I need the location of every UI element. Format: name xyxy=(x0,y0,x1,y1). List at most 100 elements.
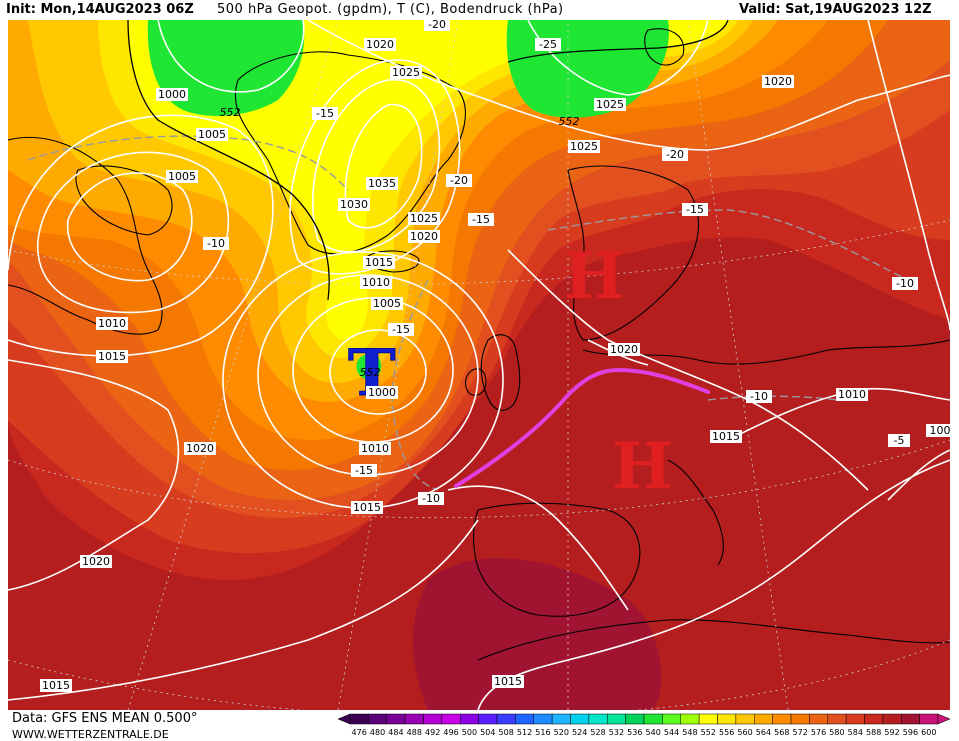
canada-coast xyxy=(8,136,163,335)
legend-tick-label: 500 xyxy=(462,728,477,737)
legend-color-swatch xyxy=(919,713,939,725)
isobar-label: 1005 xyxy=(373,297,401,310)
legend-arrow-right xyxy=(937,713,951,725)
legend-color-swatch xyxy=(717,713,737,725)
legend-color-swatch xyxy=(772,713,792,725)
legend-color-swatch xyxy=(882,713,902,725)
latitude-line xyxy=(8,219,950,285)
isobar-label: 1025 xyxy=(596,98,624,111)
legend-tick-label: 568 xyxy=(774,728,789,737)
legend-tick-label: 512 xyxy=(517,728,532,737)
geopotential-label: 552 xyxy=(220,106,241,119)
lat-lon-grid xyxy=(8,20,950,710)
legend-color-swatch xyxy=(662,713,681,725)
stationary-front xyxy=(454,367,710,488)
temperature-label: -15 xyxy=(686,203,704,216)
geopotential-labels: 552 552 552 xyxy=(220,106,580,379)
legend-color-swatch xyxy=(680,713,700,725)
isobar-low-1000 xyxy=(329,329,427,415)
latitude-line xyxy=(8,639,950,710)
temperature-label: -10 xyxy=(896,277,914,290)
temperature-label: -15 xyxy=(392,323,410,336)
isobar-label: 1015 xyxy=(98,350,126,363)
height-field-548-low xyxy=(356,354,382,380)
temperature-label: -20 xyxy=(666,148,684,161)
legend-color-swatch xyxy=(864,713,884,725)
isobar-label: 1020 xyxy=(410,230,438,243)
isobar-label: 1020 xyxy=(82,555,110,568)
high-pressure-marker-scandinavia: H xyxy=(564,239,624,314)
legend-color-swatch xyxy=(386,713,406,725)
legend-color-swatch xyxy=(845,713,865,725)
temperature-label: -5 xyxy=(894,434,905,447)
legend-tick-label: 564 xyxy=(756,728,771,737)
geopotential-contours xyxy=(127,20,729,301)
scandinavia-coast xyxy=(567,165,699,341)
legend-color-swatch xyxy=(533,713,553,725)
color-scale-legend: 476 480 484 488 492 496 500 504 508 512 516 520 524 5… xyxy=(337,713,951,737)
legend-color-swatch xyxy=(570,713,590,725)
legend-tick-label: 560 xyxy=(737,728,752,737)
legend-tick-label: 572 xyxy=(793,728,808,737)
isobar-label: 1020 xyxy=(366,38,394,51)
isobar-label: 1030 xyxy=(340,198,368,211)
isobar-label: 1015 xyxy=(712,430,740,443)
longitude-line xyxy=(687,20,789,710)
legend-tick-label: 508 xyxy=(499,728,514,737)
isobar-label: 1020 xyxy=(610,343,638,356)
legend-tick-label: 580 xyxy=(829,728,844,737)
legend-tick-label: 600 xyxy=(921,728,936,737)
temperature-labels: -20 -25 -15 -20 -20 -15 -10 -15 -15 -10 … xyxy=(203,20,918,505)
data-source: Data: GFS ENS MEAN 0.500° xyxy=(12,711,198,726)
isobar-greenland-high xyxy=(344,103,423,229)
temperature-label: -15 xyxy=(472,213,490,226)
temperature-label: -10 xyxy=(422,492,440,505)
legend-tick-label: 504 xyxy=(480,728,495,737)
legend-color-swatch xyxy=(588,713,608,725)
isobar-greenland-high xyxy=(312,79,441,253)
legend-color-swatch xyxy=(809,713,828,725)
legend-color-swatch xyxy=(625,713,645,725)
legend-color-swatch xyxy=(643,713,663,725)
svalbard-coast xyxy=(644,28,685,66)
legend-tick-label: 588 xyxy=(866,728,881,737)
latitude-line xyxy=(8,439,950,519)
isobar-label: 1020 xyxy=(764,75,792,88)
legend-tick-label: 596 xyxy=(903,728,918,737)
italy-coast xyxy=(667,459,724,566)
isobar-west-atlantic xyxy=(8,359,180,591)
longitude-line xyxy=(337,20,459,710)
legend-color-swatch xyxy=(901,713,920,725)
north-africa-coast xyxy=(477,619,950,661)
isobar-iberia xyxy=(447,485,629,611)
valid-time: Valid: Sat,19AUG2023 12Z xyxy=(739,2,932,17)
legend-color-swatch xyxy=(827,713,847,725)
iberia-coast xyxy=(473,502,641,617)
map-title: 500 hPa Geopot. (gpdm), T (C), Bodendruc… xyxy=(217,2,564,17)
high-pressure-marker-central-europe: H xyxy=(612,429,672,504)
legend-tick-label: 556 xyxy=(719,728,734,737)
isobar-mediterranean xyxy=(477,459,950,710)
legend-color-swatch xyxy=(515,713,534,725)
legend-tick-label: 480 xyxy=(370,728,385,737)
website-link[interactable]: WWW.WETTERZENTRALE.DE xyxy=(12,728,169,741)
isobar-label: 1010 xyxy=(362,276,390,289)
isobar-label: 1010 xyxy=(838,388,866,401)
temperature-label: -15 xyxy=(316,107,334,120)
contour-552 xyxy=(507,20,729,63)
isobar-label: 1005 xyxy=(168,170,196,183)
legend-tick-label: 496 xyxy=(443,728,458,737)
legend-color-swatch xyxy=(754,713,773,725)
isobar-canada-low xyxy=(37,151,230,314)
isobar-label: 1020 xyxy=(186,442,214,455)
legend-color-swatch xyxy=(607,713,626,725)
temperature-label: -15 xyxy=(355,464,373,477)
isobar-label: 1015 xyxy=(365,256,393,269)
legend-tick-label: 484 xyxy=(388,728,403,737)
legend-tick-label: 576 xyxy=(811,728,826,737)
init-time: Init: Mon,14AUG2023 06Z xyxy=(6,2,194,17)
isobar-label: 1035 xyxy=(368,177,396,190)
legend-color-swatch xyxy=(441,713,461,725)
isobar-label: 1000 xyxy=(158,88,186,101)
ireland-coast xyxy=(464,368,487,396)
